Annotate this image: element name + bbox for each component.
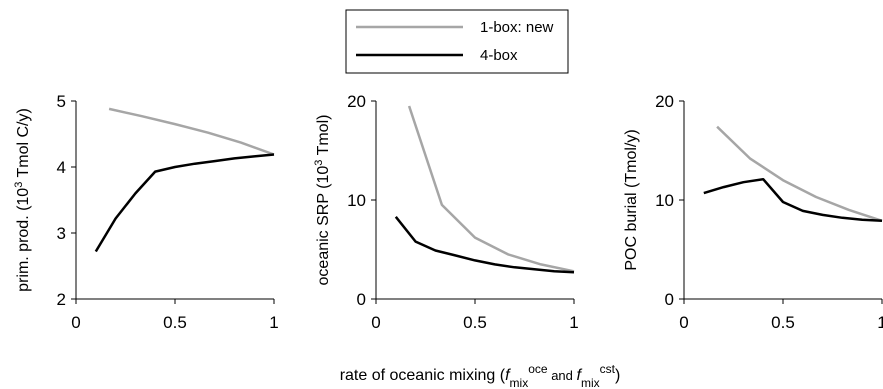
x-axis-label-sub1: mix	[510, 376, 529, 389]
panel-poc-burial: 0 10 20 0 0.5 1 POC burial (Tmol/y)	[623, 92, 883, 332]
series-line-4-box	[703, 177, 883, 223]
y-tick-label: 0	[357, 290, 366, 309]
tick-group: 2 3 4 5 0 0.5 1	[57, 92, 279, 332]
x-axis-label-suffix: )	[615, 367, 620, 384]
y-tick-label: 0	[665, 290, 674, 309]
y-tick-label: 4	[57, 158, 66, 177]
y-tick-label: 3	[57, 224, 66, 243]
y-tick-label: 10	[655, 191, 674, 210]
x-axis-label-and: and	[548, 368, 577, 383]
x-tick-label: 1	[877, 313, 883, 332]
y-axis-label-main: POC burial (Tmol/y)	[623, 129, 640, 270]
x-axis-label: rate of oceanic mixing (fmixoce and fmix…	[340, 362, 621, 389]
y-axis-label-main: prim. prod. (10	[15, 188, 32, 292]
legend: 1-box: new 4-box	[345, 9, 569, 74]
y-tick-label: 10	[347, 191, 366, 210]
y-axis-label-tail: Tmol C/y)	[15, 108, 32, 181]
x-axis-label-f1: f	[505, 367, 511, 384]
legend-label-1-box-new: 1-box: new	[480, 19, 554, 36]
x-axis-label-sub2: mix	[581, 376, 600, 389]
x-tick-label: 0.5	[163, 313, 187, 332]
legend-box	[345, 9, 569, 74]
x-tick-label: 0	[371, 313, 380, 332]
y-axis-label-primary-production: prim. prod. (103 Tmol C/y)	[13, 108, 32, 292]
y-tick-label: 20	[347, 92, 366, 111]
y-axis-label-poc-burial: POC burial (Tmol/y)	[623, 129, 640, 270]
y-axis-label-superscript: 3	[313, 160, 325, 166]
y-axis-label-oceanic-srp: oceanic SRP (103 Tmol)	[313, 115, 332, 286]
series-line-1-box-new	[108, 107, 275, 156]
y-tick-label: 5	[57, 92, 66, 111]
series-line-4-box	[94, 153, 275, 253]
x-tick-label: 0	[71, 313, 80, 332]
x-tick-label: 0.5	[771, 313, 795, 332]
x-tick-label: 0.5	[463, 313, 487, 332]
series-group	[94, 107, 275, 253]
x-tick-label: 1	[269, 313, 278, 332]
x-axis-label-prefix: rate of oceanic mixing (	[340, 367, 506, 384]
tick-group: 0 10 20 0 0.5 1	[347, 92, 579, 332]
y-axis-label-superscript: 3	[13, 182, 25, 188]
x-tick-label: 0	[679, 313, 688, 332]
series-line-4-box	[394, 216, 575, 274]
tick-group: 0 10 20 0 0.5 1	[655, 92, 883, 332]
y-axis-label-main: oceanic SRP (10	[315, 166, 332, 286]
series-line-1-box-new	[716, 125, 883, 222]
series-group	[703, 125, 883, 223]
y-tick-label: 2	[57, 290, 66, 309]
legend-label-4-box: 4-box	[480, 47, 518, 64]
y-axis-label-tail: Tmol)	[315, 115, 332, 160]
x-axis-label-f2: f	[577, 367, 583, 384]
x-axis-label-sup1: oce	[528, 362, 548, 376]
series-line-1-box-new	[407, 105, 575, 273]
panel-oceanic-srp: 0 10 20 0 0.5 1 oceanic SRP (103 Tmol)	[313, 92, 579, 332]
x-axis-label-sup2: cst	[600, 362, 616, 376]
series-group	[394, 105, 575, 274]
x-tick-label: 1	[569, 313, 578, 332]
y-tick-label: 20	[655, 92, 674, 111]
